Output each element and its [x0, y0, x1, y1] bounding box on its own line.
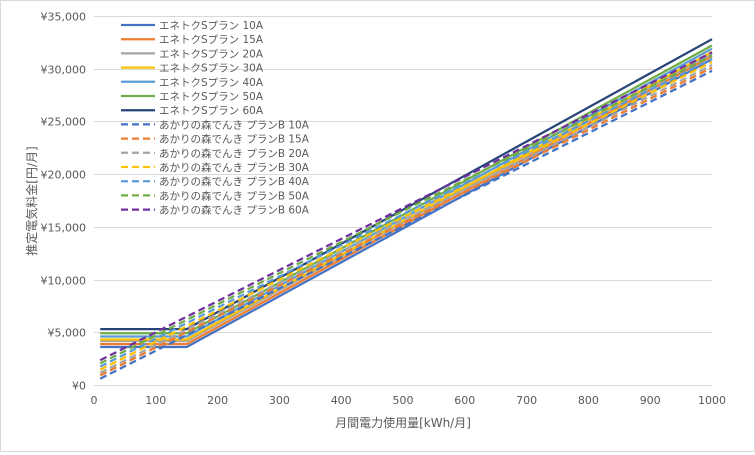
legend-label: エネトクSプラン 50A: [159, 91, 264, 103]
legend-label: あかりの森でんき プランB 40A: [159, 175, 310, 188]
series-lines: [99, 38, 713, 380]
series-line: [100, 38, 713, 331]
legend-label: あかりの森でんき プランB 15A: [159, 133, 310, 146]
x-tick-label: 500: [393, 394, 414, 407]
y-tick-label: ¥10,000: [41, 275, 87, 288]
x-tick-label: 800: [578, 394, 599, 407]
x-axis-label: 月間電力使用量[kWh/月]: [335, 415, 471, 430]
x-tick-label: 200: [207, 394, 228, 407]
x-tick-label: 600: [454, 394, 475, 407]
y-axis-ticks: ¥0 ¥5,000 ¥10,000 ¥15,000 ¥20,000 ¥25,000 ¥30,…: [41, 11, 87, 393]
legend-label: エネトクSプラン 40A: [159, 77, 264, 89]
y-tick-label: ¥0: [72, 380, 86, 393]
y-tick-label: ¥25,000: [41, 116, 87, 129]
legend-label: あかりの森でんき プランB 30A: [159, 161, 310, 174]
series-line: [99, 66, 713, 377]
x-tick-label: 900: [640, 394, 661, 407]
x-tick-label: 0: [91, 394, 98, 407]
series-line: [99, 60, 713, 371]
x-tick-label: 300: [269, 394, 290, 407]
series-line: [99, 57, 713, 368]
legend-label: エネトクSプラン 15A: [159, 34, 264, 46]
x-tick-label: 700: [516, 394, 537, 407]
y-tick-label: ¥15,000: [41, 222, 87, 235]
grid-lines: [94, 16, 712, 386]
legend-label: あかりの森でんき プランB 10A: [159, 118, 310, 131]
legend-label: エネトクSプラン 20A: [159, 48, 264, 60]
legend-label: エネトクSプラン 30A: [159, 63, 264, 75]
legend: エネトクSプラン 10A エネトクSプラン 15A エネトクSプラン 20A エネトク…: [121, 20, 310, 217]
series-line: [99, 51, 713, 362]
y-tick-label: ¥20,000: [41, 169, 87, 182]
legend-label: あかりの森でんき プランB 50A: [159, 189, 310, 202]
x-tick-label: 100: [145, 394, 166, 407]
legend-label: あかりの森でんき プランB 60A: [159, 204, 310, 217]
x-tick-label: 1000: [698, 394, 726, 407]
series-line: [99, 54, 713, 365]
y-tick-label: ¥30,000: [41, 64, 87, 77]
x-tick-label: 400: [331, 394, 352, 407]
series-line: [99, 69, 713, 380]
y-axis-label: 推定電気料金[円/月]: [24, 146, 39, 255]
x-axis-ticks: 0 100 200 300 400 500 600 700 800 900 1000: [91, 394, 727, 407]
y-tick-label: ¥5,000: [48, 327, 87, 340]
series-line: [99, 63, 713, 374]
legend-label: エネトクSプラン 60A: [159, 105, 264, 117]
legend-label: エネトクSプラン 10A: [159, 20, 264, 32]
legend-label: あかりの森でんき プランB 20A: [159, 147, 310, 160]
y-tick-label: ¥35,000: [41, 11, 87, 24]
